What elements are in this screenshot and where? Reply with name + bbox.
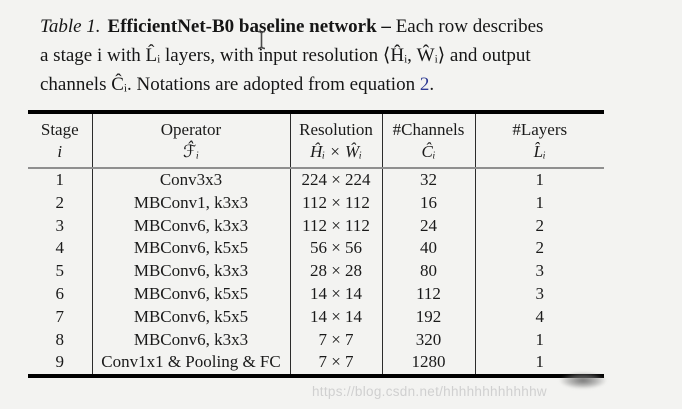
table-cell: MBConv6, k3x3 — [91, 214, 290, 238]
efficientnet-b0-table: Stage i Operator ℱ̂ᵢ Resolution Ĥᵢ × Ŵᵢ … — [28, 110, 604, 379]
table-cell: MBConv6, k3x3 — [91, 328, 290, 352]
table-cell: 14 × 14 — [289, 305, 382, 329]
table-body: 1 Conv3x3 224 × 224 32 1 2 MBConv1, k3x3 112 × … — [28, 168, 604, 377]
table-cell: 4 — [474, 305, 604, 329]
table-cell: 24 — [381, 214, 475, 238]
caption-title: EfficientNet-B0 baseline network – — [107, 16, 391, 37]
caption-label: Table 1. — [40, 16, 101, 37]
caption-line3-prefix: channels Ĉᵢ. Notations are adopted from … — [40, 74, 420, 95]
col-header-operator: Operator ℱ̂ᵢ — [91, 112, 290, 169]
table-cell: 1 — [474, 191, 604, 215]
caption-line1-rest: Each row describes — [390, 16, 544, 37]
table-cell: 112 — [381, 282, 475, 306]
table-cell: 3 — [55, 215, 65, 235]
table-cell: 16 — [381, 191, 475, 215]
table-cell: 7 × 7 — [289, 351, 382, 377]
table-cell: 80 — [381, 260, 475, 283]
table-cell: 4 — [55, 238, 65, 258]
table-row: 7 MBConv6, k5x5 14 × 14 192 4 — [28, 305, 604, 329]
table-cell: 32 — [381, 168, 475, 192]
table-cell: 5 — [55, 261, 65, 281]
table-cell: 14 × 14 — [289, 282, 382, 306]
table-cell: 56 × 56 — [289, 237, 382, 261]
table-cell: 2 — [474, 214, 604, 238]
caption-line2: a stage i with L̂ᵢ layers, with input re… — [40, 45, 531, 66]
table-cell: 320 — [381, 328, 475, 352]
table-row: 3 MBConv6, k3x3 112 × 112 24 2 — [28, 214, 604, 238]
table-header: Stage i Operator ℱ̂ᵢ Resolution Ĥᵢ × Ŵᵢ … — [28, 112, 604, 169]
table-cell: 8 — [55, 329, 65, 349]
table-cell: 2 — [474, 237, 604, 261]
table-row: 4 MBConv6, k5x5 56 × 56 40 2 — [28, 237, 604, 261]
table-row: 2 MBConv1, k3x3 112 × 112 16 1 — [28, 191, 604, 215]
table-cell: 9 — [55, 352, 65, 372]
table-cell: Conv1x1 & Pooling & FC — [91, 351, 290, 377]
table-cell: MBConv1, k3x3 — [91, 191, 290, 215]
table-cell: 192 — [381, 305, 475, 329]
table-row: 6 MBConv6, k5x5 14 × 14 112 3 — [28, 282, 604, 306]
col-header-resolution: Resolution Ĥᵢ × Ŵᵢ — [289, 112, 382, 169]
table-cell: 112 × 112 — [289, 191, 382, 215]
table-row: 8 MBConv6, k3x3 7 × 7 320 1 — [28, 328, 604, 352]
table-row: 1 Conv3x3 224 × 224 32 1 — [28, 168, 604, 192]
table-cell: MBConv6, k3x3 — [91, 260, 290, 283]
table-cell: 1 — [55, 170, 65, 189]
caption-line3-suffix: . — [429, 74, 435, 95]
table-row: 9 Conv1x1 & Pooling & FC 7 × 7 1280 1 — [28, 351, 604, 377]
table-cell: 3 — [474, 282, 604, 306]
table-cell: 112 × 112 — [289, 214, 382, 238]
table-cell: 1 — [474, 328, 604, 352]
table-cell: 224 × 224 — [289, 168, 382, 192]
text-ibeam-cursor-icon — [257, 30, 266, 50]
table-cell: Conv3x3 — [91, 168, 290, 192]
table-cell: 7 × 7 — [289, 328, 382, 352]
smudge-blob — [559, 372, 607, 389]
col-header-channels: #Channels Ĉᵢ — [381, 112, 475, 169]
table-cell: 2 — [55, 192, 65, 212]
table-cell: 7 — [55, 306, 65, 326]
col-header-layers: #Layers L̂ᵢ — [474, 112, 604, 169]
table-cell: MBConv6, k5x5 — [91, 237, 290, 261]
table-cell: 28 × 28 — [289, 260, 382, 283]
table-cell: 3 — [474, 260, 604, 283]
table-cell: 1 — [474, 168, 604, 192]
table-cell: 40 — [381, 237, 475, 261]
table-row: 5 MBConv6, k3x3 28 × 28 80 3 — [28, 260, 604, 283]
equation-reference-link[interactable]: 2 — [419, 74, 430, 95]
table-caption: Table 1. EfficientNet-B0 baseline network… — [40, 12, 668, 99]
table-cell: MBConv6, k5x5 — [91, 305, 290, 329]
col-header-stage: Stage i — [28, 112, 92, 169]
table-cell: MBConv6, k5x5 — [91, 282, 290, 306]
table-cell: 1280 — [381, 351, 475, 377]
csdn-watermark: https://blog.csdn.net/hhhhhhhhhhhhw — [312, 384, 547, 399]
table-cell: 6 — [55, 283, 65, 303]
